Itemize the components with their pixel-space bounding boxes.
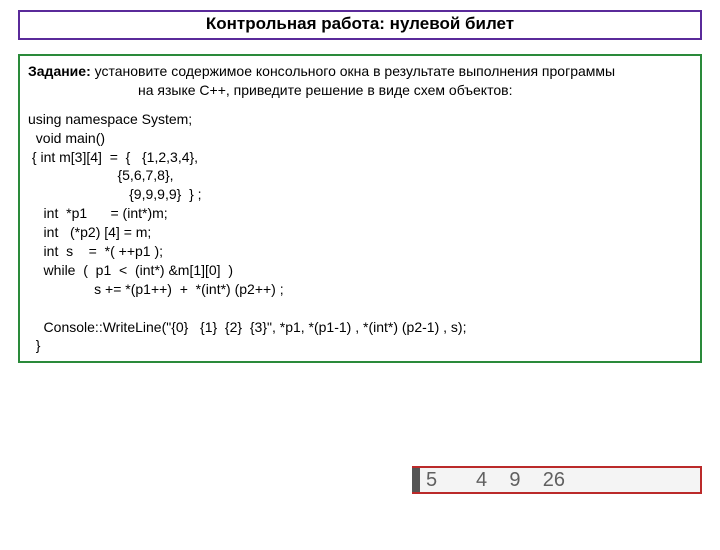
code-block: using namespace System; void main() { in… bbox=[28, 110, 692, 356]
task-line-1: Задание: установите содержимое консольно… bbox=[28, 62, 692, 81]
answer-text: 5 4 9 26 bbox=[426, 469, 565, 492]
task-text-1: установите содержимое консольного окна в… bbox=[91, 63, 615, 79]
page-title: Контрольная работа: нулевой билет bbox=[206, 14, 514, 33]
title-box: Контрольная работа: нулевой билет bbox=[18, 10, 702, 40]
task-box: Задание: установите содержимое консольно… bbox=[18, 54, 702, 363]
task-line-2: на языке С++, приведите решение в виде с… bbox=[28, 81, 692, 100]
task-label: Задание: bbox=[28, 63, 91, 79]
answer-tick-mark bbox=[412, 468, 420, 492]
answer-box: 5 4 9 26 bbox=[412, 466, 702, 494]
